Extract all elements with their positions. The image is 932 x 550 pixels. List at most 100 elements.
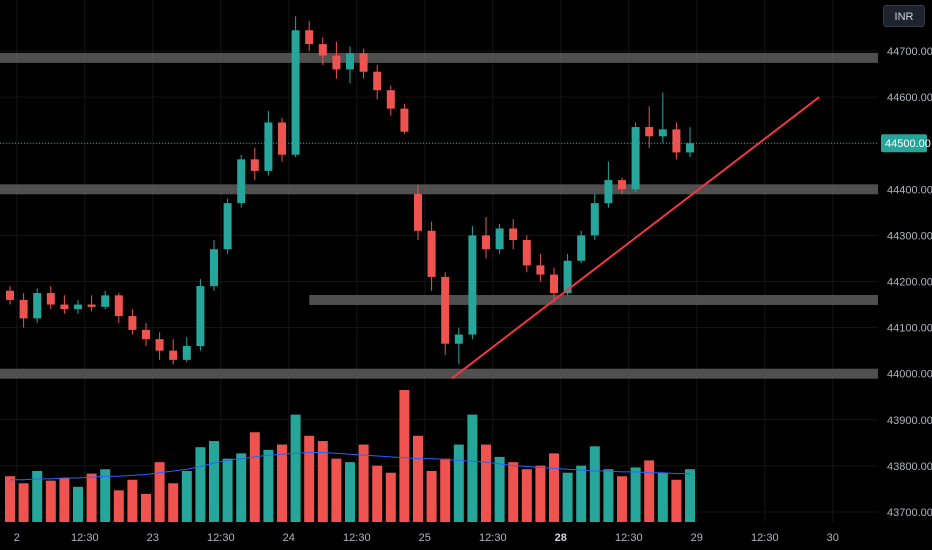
candle-body — [509, 228, 518, 241]
candle-body — [250, 159, 259, 171]
candle-body — [645, 127, 654, 137]
candle-body — [142, 329, 150, 340]
volume-bar — [385, 472, 396, 522]
time-tick-label: 25 — [419, 532, 431, 544]
volume-bar — [113, 490, 124, 522]
volume-bar — [18, 483, 29, 522]
candle-body — [223, 203, 232, 250]
volume-bar — [277, 444, 287, 522]
volume-bar — [576, 465, 587, 522]
candle-body — [427, 230, 436, 277]
candle-body — [182, 346, 191, 360]
candle-body — [87, 304, 96, 307]
price-tick-label: 44700.00 — [887, 46, 932, 58]
trendline[interactable] — [451, 96, 820, 380]
time-tick-label: 29 — [691, 532, 703, 544]
volume-bar — [562, 472, 573, 522]
volume-bar — [603, 469, 614, 522]
candle-body — [482, 235, 490, 250]
candle-body — [563, 260, 572, 294]
volume-bar — [236, 453, 247, 522]
volume-bar — [345, 462, 355, 522]
volume-bar — [45, 480, 56, 522]
support-resistance-band — [0, 52, 878, 63]
volume-bar — [589, 446, 600, 522]
volume-bar — [290, 414, 301, 522]
volume-bar — [168, 483, 179, 522]
candle-body — [210, 249, 218, 287]
volume-bar — [127, 479, 138, 522]
candle-body — [278, 122, 286, 155]
volume-bars — [5, 390, 695, 522]
candle-body — [468, 235, 477, 335]
candle-body — [74, 304, 82, 310]
price-tick-label: 43900.00 — [887, 415, 932, 427]
time-axis[interactable]: 2 12:30 23 12:30 24 12:30 25 12:30 28 12:30 29 12:3… — [14, 532, 839, 544]
volume-bar — [154, 462, 165, 522]
volume-bar — [59, 478, 70, 522]
candle-body — [373, 71, 382, 91]
volume-bar — [440, 458, 451, 522]
volume-bar — [222, 458, 233, 522]
candle-body — [631, 127, 640, 190]
candle-body — [196, 286, 205, 347]
volume-bar — [467, 414, 478, 522]
candle-body — [332, 55, 341, 70]
price-tick-label: 44600.00 — [887, 92, 932, 104]
last-price-label: 44500.00 — [885, 138, 931, 150]
volume-bar — [32, 470, 43, 522]
candlestick-series — [6, 16, 694, 365]
support-resistance-band — [0, 368, 878, 379]
price-axis[interactable]: 44700.00 44600.00 44400.00 44300.00 44200.00… — [881, 46, 932, 519]
volume-bar — [5, 476, 15, 522]
price-tick-label: 44400.00 — [887, 184, 932, 196]
volume-moving-average-line — [10, 451, 690, 481]
volume-bar — [453, 444, 464, 522]
price-tick-label: 44000.00 — [887, 369, 932, 381]
volume-bar — [494, 456, 505, 522]
candle-body — [264, 122, 273, 171]
candle-body — [590, 203, 599, 236]
candle-body — [114, 295, 123, 317]
candle-body — [577, 235, 586, 261]
candle-body — [604, 180, 613, 204]
volume-bar — [481, 444, 491, 522]
volume-bar — [249, 432, 260, 522]
time-tick-label: 23 — [147, 532, 159, 544]
candle-body — [359, 53, 368, 72]
currency-button[interactable]: INR — [883, 5, 925, 27]
volume-bar — [331, 458, 342, 522]
time-tick-label: 12:30 — [343, 532, 371, 544]
candle-body — [686, 143, 694, 153]
last-price-label-background — [881, 134, 927, 153]
time-tick-label: 12:30 — [71, 532, 99, 544]
price-tick-label: 44100.00 — [887, 323, 932, 335]
volume-bar — [535, 465, 546, 522]
candle-body — [19, 299, 28, 319]
time-tick-label: 30 — [827, 532, 839, 544]
candle-body — [346, 53, 354, 70]
candle-body — [618, 180, 626, 190]
candle-body — [6, 290, 14, 300]
candle-body — [60, 304, 69, 310]
candle-body — [169, 350, 178, 360]
candle-body — [386, 90, 395, 109]
candle-body — [522, 240, 531, 266]
volume-bar — [644, 460, 655, 522]
time-tick-label: 28 — [555, 532, 567, 544]
support-resistance-levels[interactable] — [0, 52, 878, 379]
volume-bar — [399, 390, 410, 522]
candle-body — [33, 293, 42, 319]
price-tick-label: 43800.00 — [887, 461, 932, 473]
candle-body — [400, 108, 409, 132]
price-tick-label: 43700.00 — [887, 507, 932, 519]
candle-body — [101, 295, 110, 307]
time-tick-label: 12:30 — [751, 532, 779, 544]
volume-bar — [413, 435, 423, 522]
time-tick-label: 12:30 — [207, 532, 235, 544]
time-tick-label: 12:30 — [479, 532, 507, 544]
volume-bar — [671, 479, 682, 522]
volume-bar — [426, 470, 437, 522]
